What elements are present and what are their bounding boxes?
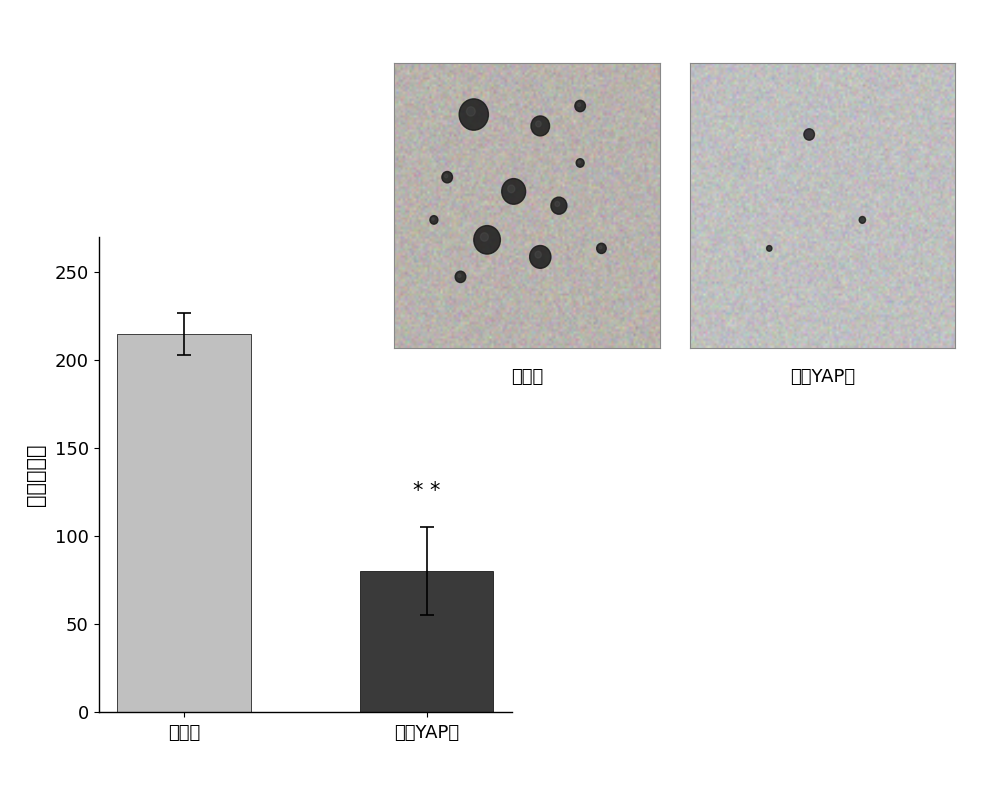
Circle shape (536, 121, 541, 127)
Circle shape (474, 225, 500, 254)
Circle shape (429, 216, 438, 224)
Circle shape (444, 174, 448, 178)
Text: 对照组: 对照组 (511, 368, 543, 386)
Circle shape (551, 197, 567, 214)
Circle shape (575, 100, 585, 112)
Bar (360, 571, 493, 712)
Circle shape (597, 244, 606, 253)
Circle shape (555, 202, 559, 206)
Circle shape (804, 129, 815, 140)
Circle shape (577, 103, 581, 107)
Circle shape (442, 172, 452, 183)
Circle shape (599, 246, 602, 249)
Circle shape (531, 116, 550, 136)
Circle shape (530, 245, 551, 268)
Circle shape (535, 252, 542, 258)
Circle shape (766, 245, 772, 252)
Circle shape (455, 271, 466, 282)
Circle shape (431, 218, 434, 221)
Y-axis label: 成球细胞数: 成球细胞数 (27, 443, 46, 506)
Bar (117, 334, 251, 712)
Circle shape (578, 161, 580, 164)
Circle shape (859, 217, 866, 223)
Circle shape (501, 179, 526, 204)
Circle shape (458, 274, 461, 278)
Circle shape (576, 159, 584, 167)
Circle shape (481, 233, 489, 241)
Circle shape (507, 185, 515, 193)
Text: 敲减YAP组: 敲减YAP组 (790, 368, 855, 386)
Circle shape (467, 107, 475, 116)
Text: * *: * * (413, 481, 440, 501)
Circle shape (459, 99, 489, 131)
